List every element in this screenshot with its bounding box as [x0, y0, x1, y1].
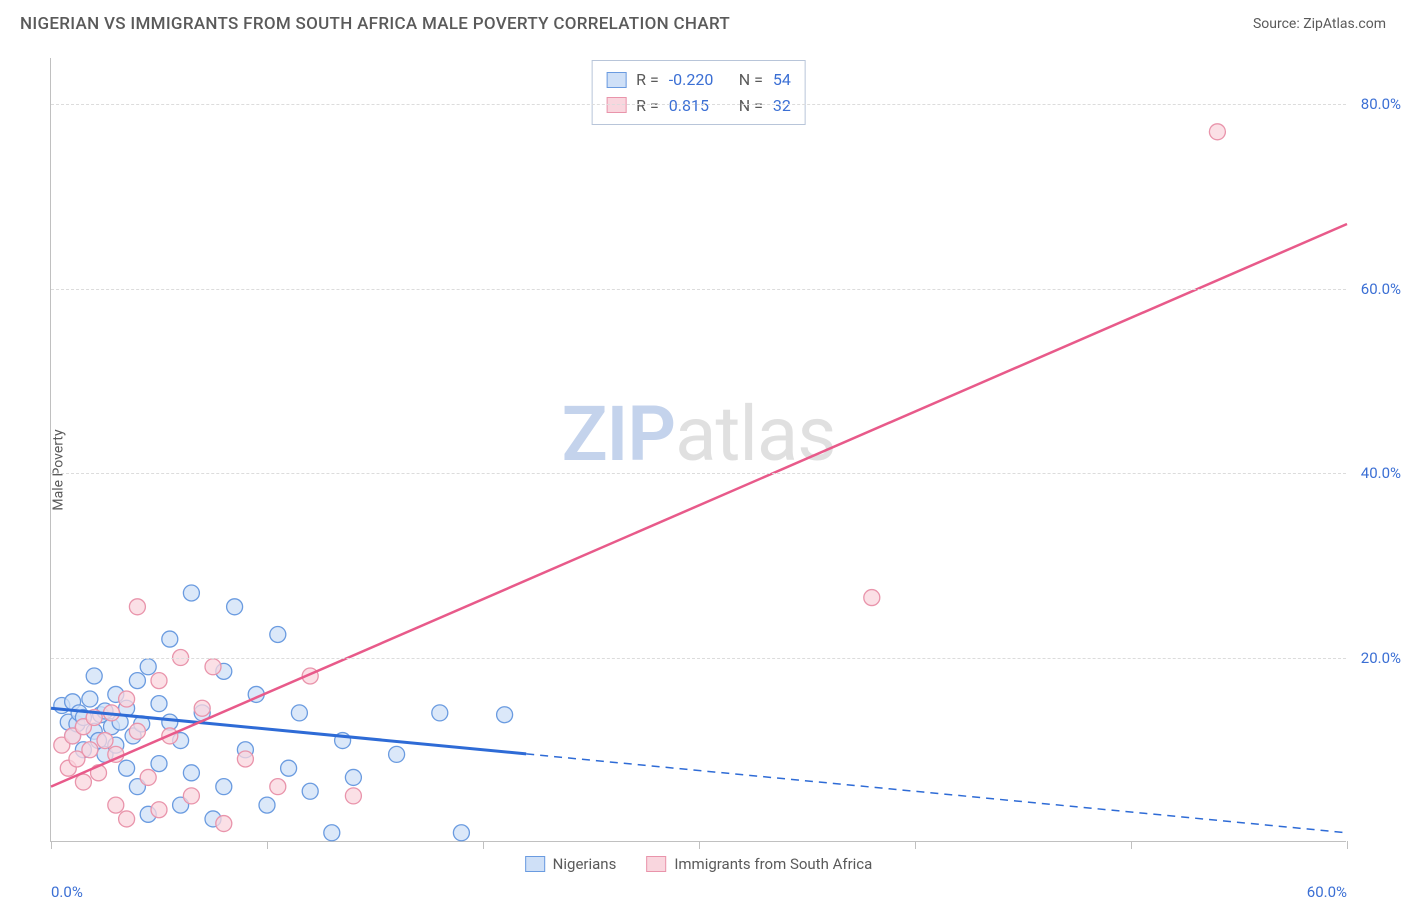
- legend-item: Immigrants from South Africa: [646, 855, 872, 873]
- data-point: [497, 707, 513, 723]
- n-label: N =: [735, 67, 763, 93]
- data-point: [389, 746, 405, 762]
- data-point: [97, 733, 113, 749]
- data-point: [216, 816, 232, 832]
- data-point: [129, 599, 145, 615]
- y-tick-label: 60.0%: [1361, 280, 1401, 298]
- data-point: [194, 700, 210, 716]
- n-label: N =: [735, 93, 763, 119]
- data-point: [82, 742, 98, 758]
- data-point: [183, 765, 199, 781]
- gridline: [51, 289, 1346, 290]
- r-label: R =: [636, 67, 659, 93]
- x-tick: [51, 841, 52, 849]
- y-tick-label: 40.0%: [1361, 464, 1401, 482]
- data-point: [345, 769, 361, 785]
- series-swatch: [525, 856, 545, 872]
- r-value: -0.220: [669, 67, 725, 93]
- data-point: [108, 797, 124, 813]
- data-point: [302, 783, 318, 799]
- data-point: [86, 668, 102, 684]
- series-legend: Nigerians Immigrants from South Africa: [525, 855, 873, 873]
- data-point: [237, 751, 253, 767]
- plot-area: ZIPatlas R = -0.220 N = 54 R = 0.815 N =…: [50, 58, 1346, 842]
- data-point: [183, 788, 199, 804]
- data-point: [291, 705, 307, 721]
- data-point: [119, 691, 135, 707]
- data-point: [864, 590, 880, 606]
- data-point: [216, 779, 232, 795]
- data-point: [119, 811, 135, 827]
- gridline: [51, 104, 1346, 105]
- n-value: 54: [773, 67, 791, 93]
- x-tick-label: 60.0%: [1307, 883, 1347, 901]
- data-point: [151, 802, 167, 818]
- data-point: [270, 626, 286, 642]
- data-point: [151, 756, 167, 772]
- data-point: [162, 631, 178, 647]
- data-point: [151, 696, 167, 712]
- x-tick: [483, 841, 484, 849]
- gridline: [51, 473, 1346, 474]
- r-value: 0.815: [669, 93, 725, 119]
- chart-container: Male Poverty ZIPatlas R = -0.220 N = 54 …: [0, 48, 1406, 892]
- data-point: [151, 673, 167, 689]
- legend-item: Nigerians: [525, 855, 617, 873]
- series-swatch: [606, 72, 626, 88]
- series-swatch: [646, 856, 666, 872]
- trend-line: [51, 224, 1347, 787]
- scatter-svg: [51, 58, 1346, 841]
- series-swatch: [606, 97, 626, 113]
- correlation-legend-row: R = 0.815 N = 32: [606, 93, 791, 119]
- n-value: 32: [773, 93, 791, 119]
- x-tick: [1347, 841, 1348, 849]
- data-point: [140, 659, 156, 675]
- x-tick: [915, 841, 916, 849]
- data-point: [432, 705, 448, 721]
- data-point: [324, 825, 340, 841]
- data-point: [281, 760, 297, 776]
- correlation-legend: R = -0.220 N = 54 R = 0.815 N = 32: [591, 60, 806, 125]
- x-tick: [699, 841, 700, 849]
- y-tick-label: 20.0%: [1361, 649, 1401, 667]
- data-point: [82, 691, 98, 707]
- data-point: [75, 774, 91, 790]
- data-point: [345, 788, 361, 804]
- data-point: [119, 760, 135, 776]
- data-point: [453, 825, 469, 841]
- data-point: [259, 797, 275, 813]
- data-point: [1209, 124, 1225, 140]
- chart-title: NIGERIAN VS IMMIGRANTS FROM SOUTH AFRICA…: [20, 14, 730, 34]
- trend-line-extrapolated: [526, 754, 1347, 833]
- data-point: [270, 779, 286, 795]
- x-tick: [1131, 841, 1132, 849]
- data-point: [129, 723, 145, 739]
- data-point: [205, 659, 221, 675]
- source-attribution: Source: ZipAtlas.com: [1253, 16, 1386, 32]
- r-label: R =: [636, 93, 659, 119]
- data-point: [183, 585, 199, 601]
- gridline: [51, 658, 1346, 659]
- data-point: [140, 769, 156, 785]
- y-tick-label: 80.0%: [1361, 95, 1401, 113]
- data-point: [129, 673, 145, 689]
- x-tick: [267, 841, 268, 849]
- correlation-legend-row: R = -0.220 N = 54: [606, 67, 791, 93]
- legend-label: Immigrants from South Africa: [674, 855, 872, 873]
- header: NIGERIAN VS IMMIGRANTS FROM SOUTH AFRICA…: [0, 0, 1406, 48]
- x-tick-label: 0.0%: [51, 883, 83, 901]
- legend-label: Nigerians: [553, 855, 617, 873]
- data-point: [227, 599, 243, 615]
